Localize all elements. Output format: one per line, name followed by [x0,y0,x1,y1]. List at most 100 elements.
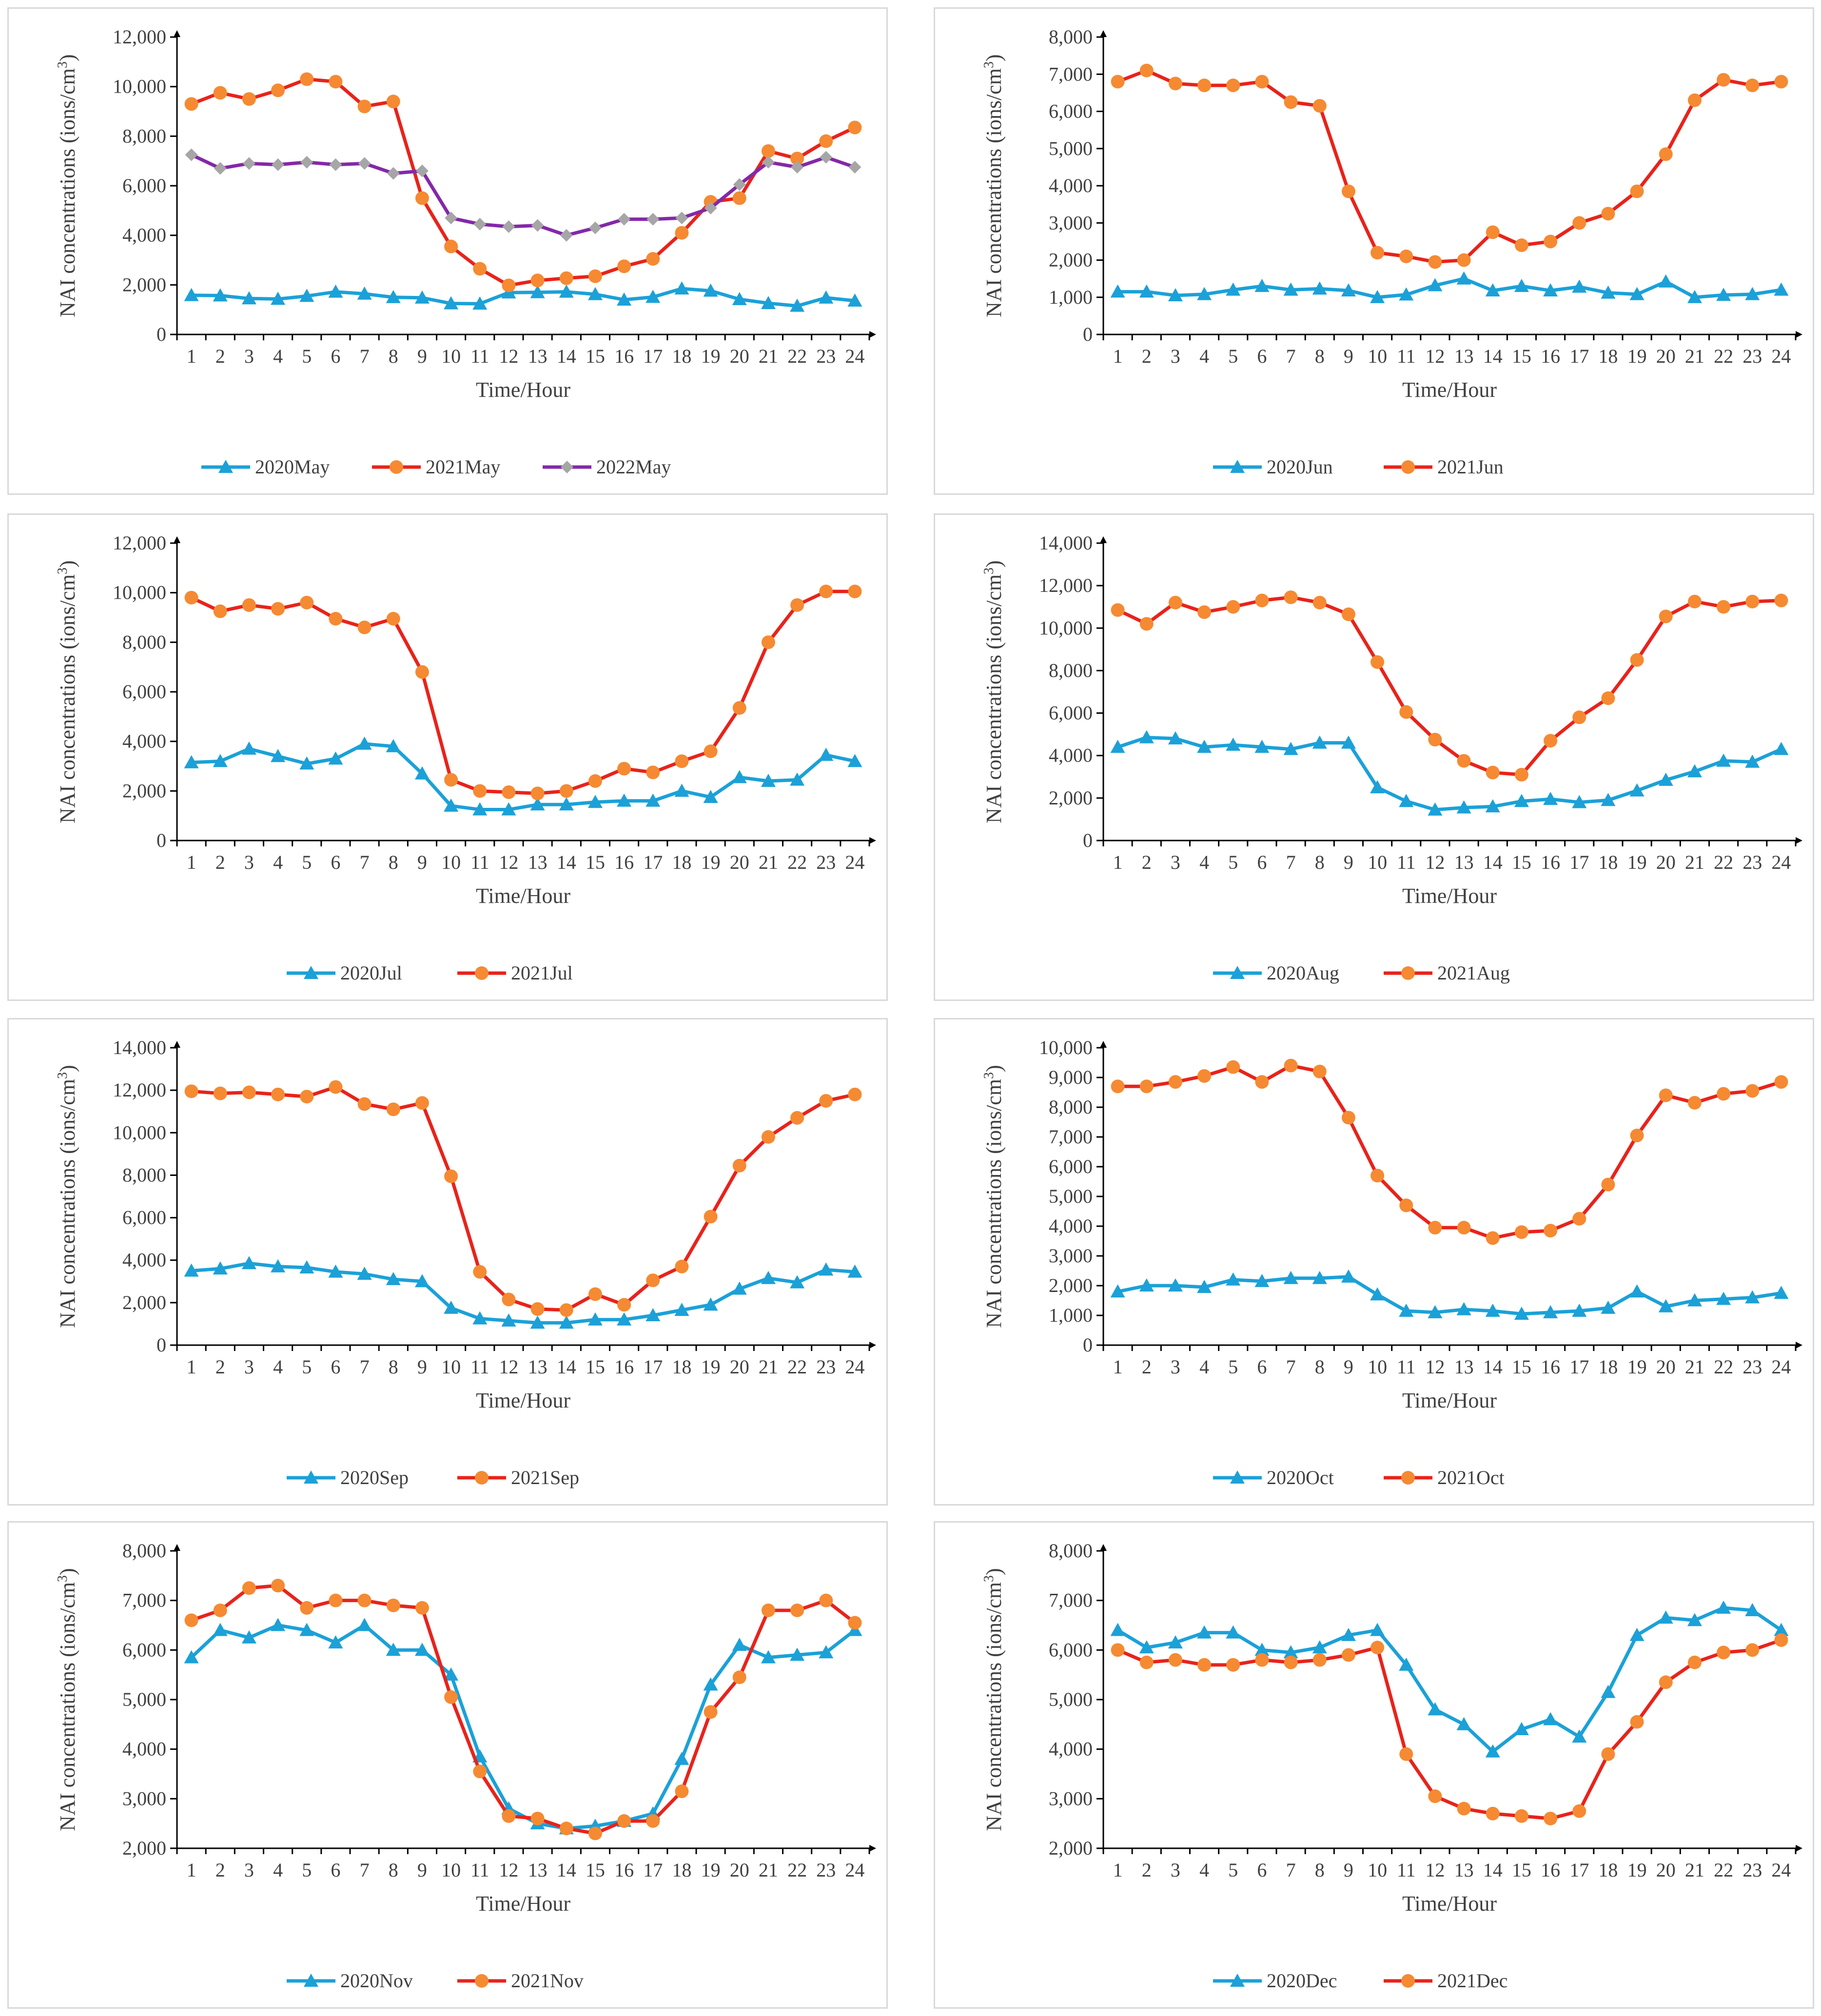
may-y-tick-label: 6,000 [122,175,166,196]
nov-x-tick-label: 24 [845,1859,864,1881]
jun-point-2021Jun-24 [1774,75,1788,89]
dec-x-tick-label: 16 [1541,1859,1560,1881]
dec-point-2021Dec-24 [1774,1633,1788,1647]
oct-point-2020Oct-15 [1514,1306,1529,1320]
nov-x-tick-label: 6 [331,1859,340,1881]
may-y-tick-label: 0 [157,323,166,345]
jul-point-2021Jul-10 [444,773,458,787]
dec-x-tick-label: 2 [1142,1859,1152,1881]
jun-legend-item-2021Jun: 2021Jun [1384,456,1504,478]
dec-y-tick-label: 4,000 [1049,1738,1093,1760]
jun-point-2020Jun-24 [1774,282,1789,296]
may-x-tick-label: 3 [244,345,254,367]
may-point-2020May-1 [184,288,199,301]
oct-point-2021Oct-19 [1630,1128,1644,1142]
dec-x-tick-label: 23 [1743,1859,1762,1881]
jul-y-tick-label: 12,000 [113,532,166,554]
oct-x-tick-label: 18 [1598,1356,1618,1378]
may-point-2020May-18 [674,281,689,294]
nov-y-tick-label: 8,000 [122,1540,166,1562]
chart-aug: 0 2,000 4,000 6,000 8,000 10,000 12,000 14,000 1… [981,532,1802,984]
sep-legend-label: 2020Sep [340,1467,409,1488]
jul-point-2020Jul-23 [819,747,834,761]
may-point-2021May-11 [473,262,487,276]
aug-series-2020Aug [1110,730,1789,816]
aug-x-tick-label: 17 [1569,851,1589,873]
nov-y-axis-title-main: NAI concentrations (ions/cm [56,1582,79,1831]
dec-x-tick-label: 3 [1171,1859,1180,1881]
jun-series-line-2021Jun [1117,69,1782,264]
nov-x-tick-label: 12 [499,1859,518,1881]
dec-point-2020Dec-23 [1745,1603,1760,1616]
sep-x-axis-title: Time/Hour [476,1389,570,1412]
aug-point-2020Aug-19 [1629,783,1645,797]
jul-x-tick-label: 21 [759,851,778,873]
sep-point-2021Sep-12 [502,1292,516,1307]
aug-legend-swatch-marker [1401,966,1415,980]
jul-point-2020Jul-18 [674,783,689,797]
dec-point-2021Dec-5 [1226,1658,1240,1672]
dec-legend-label: 2020Dec [1267,1970,1337,1992]
may-point-2020May-3 [241,291,256,305]
jun-point-2020Jun-12 [1428,278,1443,292]
may-legend-item-2021May: 2021May [372,456,500,478]
oct-x-tick-label: 10 [1368,1356,1387,1378]
sep-legend-item-2020Sep: 2020Sep [287,1467,409,1488]
jun-x-tick-label: 12 [1425,345,1445,367]
may-point-2022May-6 [329,158,342,171]
may-x-tick-label: 14 [557,345,576,367]
sep-series-line-2020Sep [191,1261,855,1325]
oct-x-axis-title: Time/Hour [1402,1389,1497,1412]
dec-x-axis-title: Time/Hour [1402,1892,1497,1916]
aug-x-tick-label: 5 [1228,851,1238,873]
oct-point-2020Oct-19 [1629,1284,1645,1298]
sep-y-tick-label: 2,000 [122,1292,166,1313]
may-legend-swatch-marker [561,461,573,473]
may-x-tick-label: 21 [759,345,778,367]
may-point-2022May-21 [762,156,775,169]
nov-series-line-2021Nov [191,1584,856,1835]
aug-point-2020Aug-1 [1110,740,1125,753]
may-point-2022May-5 [300,156,313,169]
aug-x-tick-label: 22 [1714,851,1733,873]
jun-y-axis-title-sup: 3 [981,61,997,68]
jul-legend-label: 2021Jul [511,962,573,984]
jun-point-2020Jun-21 [1687,290,1702,303]
aug-y-tick-label: 2,000 [1049,787,1093,809]
nov-series-line-2020Nov [190,1624,856,1830]
sep-legend-swatch-marker [304,1470,318,1484]
jun-x-tick-label: 15 [1512,345,1531,367]
dec-point-2021Dec-20 [1659,1675,1673,1689]
nov-y-axis-title-end: ) [56,1568,79,1575]
jun-point-2021Jun-3 [1168,77,1182,91]
oct-point-2021Oct-5 [1226,1060,1240,1074]
may-point-2021May-23 [819,134,833,148]
sep-y-tick-label: 6,000 [122,1207,166,1229]
sep-series-line-2021Sep [191,1085,856,1312]
sep-point-2020Sep-1 [184,1263,199,1277]
may-point-2020May-16 [617,292,632,306]
jul-series-line-2020Jul [191,742,856,811]
jul-x-tick-label: 16 [614,851,634,873]
sep-point-2021Sep-8 [386,1102,400,1116]
may-point-2022May-1 [185,148,198,161]
oct-point-2021Oct-18 [1601,1177,1615,1192]
sep-point-2021Sep-14 [559,1303,573,1317]
may-point-2022May-9 [415,164,429,177]
oct-point-2020Oct-20 [1658,1299,1673,1312]
aug-point-2021Aug-12 [1428,733,1442,747]
sep-point-2021Sep-21 [761,1130,775,1144]
jul-point-2020Jul-11 [472,802,488,816]
aug-point-2020Aug-24 [1774,742,1789,755]
dec-point-2021Dec-9 [1341,1648,1355,1662]
oct-point-2020Oct-16 [1543,1305,1558,1318]
jun-point-2021Jun-18 [1601,207,1615,221]
aug-x-tick-label: 21 [1685,851,1704,873]
jul-point-2021Jul-3 [242,598,256,612]
sep-point-2021Sep-15 [588,1287,602,1301]
aug-x-tick-label: 6 [1257,851,1267,873]
aug-point-2020Aug-9 [1341,735,1356,749]
nov-point-2020Nov-19 [703,1677,718,1691]
sep-point-2020Sep-16 [617,1312,632,1326]
